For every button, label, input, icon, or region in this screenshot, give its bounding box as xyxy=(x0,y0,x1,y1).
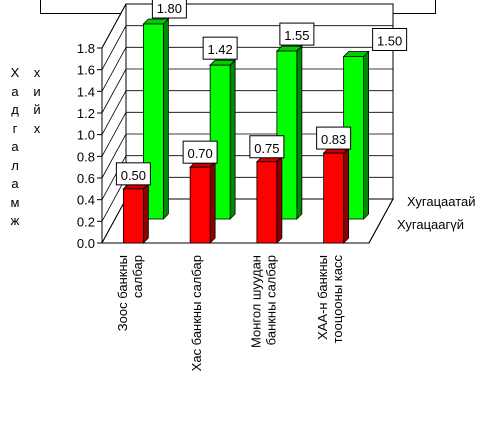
y-axis-label-letter: д xyxy=(11,102,19,117)
y-axis-label-letter: й xyxy=(33,102,41,117)
category-label: тооцооны касс xyxy=(330,255,345,344)
series-label-front: Хугацаагүй xyxy=(397,217,464,232)
bar-top xyxy=(342,51,370,57)
bar-side xyxy=(363,50,370,220)
y-axis-label-letter: х xyxy=(33,120,41,136)
bar-side xyxy=(276,155,283,244)
gridline xyxy=(101,46,393,92)
bar-side xyxy=(209,161,216,244)
gridline xyxy=(101,90,393,135)
y-tick-label: 1.6 xyxy=(77,63,95,78)
y-axis-label-letter: х xyxy=(33,65,41,80)
category-label: салбар xyxy=(130,255,145,298)
data-label-front-box xyxy=(316,126,352,150)
y-axis-label-letter: Х xyxy=(10,65,20,80)
data-label-front: 0.70 xyxy=(187,146,212,161)
bar-front xyxy=(256,161,278,244)
y-axis-label-letter: и xyxy=(33,83,41,99)
bar-front xyxy=(122,188,144,244)
data-label-front: 0.83 xyxy=(321,132,346,147)
data-label-back-box xyxy=(151,0,187,19)
gridline xyxy=(101,111,393,157)
bar-top xyxy=(142,18,170,25)
y-tick-label: 1.4 xyxy=(77,84,95,99)
y-tick-label: 0.2 xyxy=(77,214,95,229)
data-label-back: 1.55 xyxy=(284,28,309,43)
gridline xyxy=(101,68,393,114)
data-label-back: 1.42 xyxy=(207,42,232,57)
data-label-front-box xyxy=(249,135,285,159)
category-label: Зоос банкны xyxy=(115,255,130,331)
y-tick-label: 1.0 xyxy=(77,128,95,143)
y-tick-label: 1.2 xyxy=(77,106,95,121)
bar-side xyxy=(296,45,303,220)
bar-top xyxy=(275,45,303,52)
bar-side xyxy=(343,147,350,244)
gridline xyxy=(101,3,393,49)
y-axis-label-letter: л xyxy=(11,157,19,173)
data-label-back-box xyxy=(372,28,408,51)
gridline xyxy=(101,155,393,200)
data-label-back: 1.50 xyxy=(377,34,402,49)
y-axis-label-letter: м xyxy=(10,194,20,210)
y-tick-label: 0.6 xyxy=(77,171,95,186)
bar-top xyxy=(209,59,237,66)
depth-axis xyxy=(368,198,394,244)
y-axis-label-letter: а xyxy=(11,176,19,191)
data-label-front-box xyxy=(182,140,218,164)
y-tick-label: 0.8 xyxy=(77,149,95,164)
bar-side xyxy=(162,18,169,220)
data-label-back-box xyxy=(279,22,315,46)
bar-front xyxy=(323,152,345,244)
y-tick-label: 0.4 xyxy=(77,193,95,208)
y-tick-label: 1.8 xyxy=(77,41,95,56)
y-axis-label-letter: ж xyxy=(10,213,20,228)
data-label-front-box xyxy=(115,162,151,186)
y-axis-label-letter: а xyxy=(11,139,19,154)
bar-side xyxy=(142,182,149,244)
y-tick-label: 0.0 xyxy=(77,236,95,251)
gridline xyxy=(101,133,393,179)
data-label-front: 0.50 xyxy=(121,168,146,183)
y-axis-label-letter: а xyxy=(11,83,19,99)
category-label: банкны салбар xyxy=(263,255,278,345)
category-label: ХАА-н банкны xyxy=(315,255,330,340)
y-axis-label-letter: г xyxy=(12,120,18,136)
category-label: Монгол шуудан xyxy=(248,255,263,348)
data-label-back-box xyxy=(202,36,238,60)
bar-side xyxy=(229,59,236,220)
series-label-back: Хугацаатай xyxy=(407,194,476,209)
category-label: Хас банкны салбар xyxy=(189,255,204,371)
data-label-back: 1.80 xyxy=(157,1,182,16)
data-label-front: 0.75 xyxy=(254,141,279,156)
bar-front xyxy=(189,166,211,244)
